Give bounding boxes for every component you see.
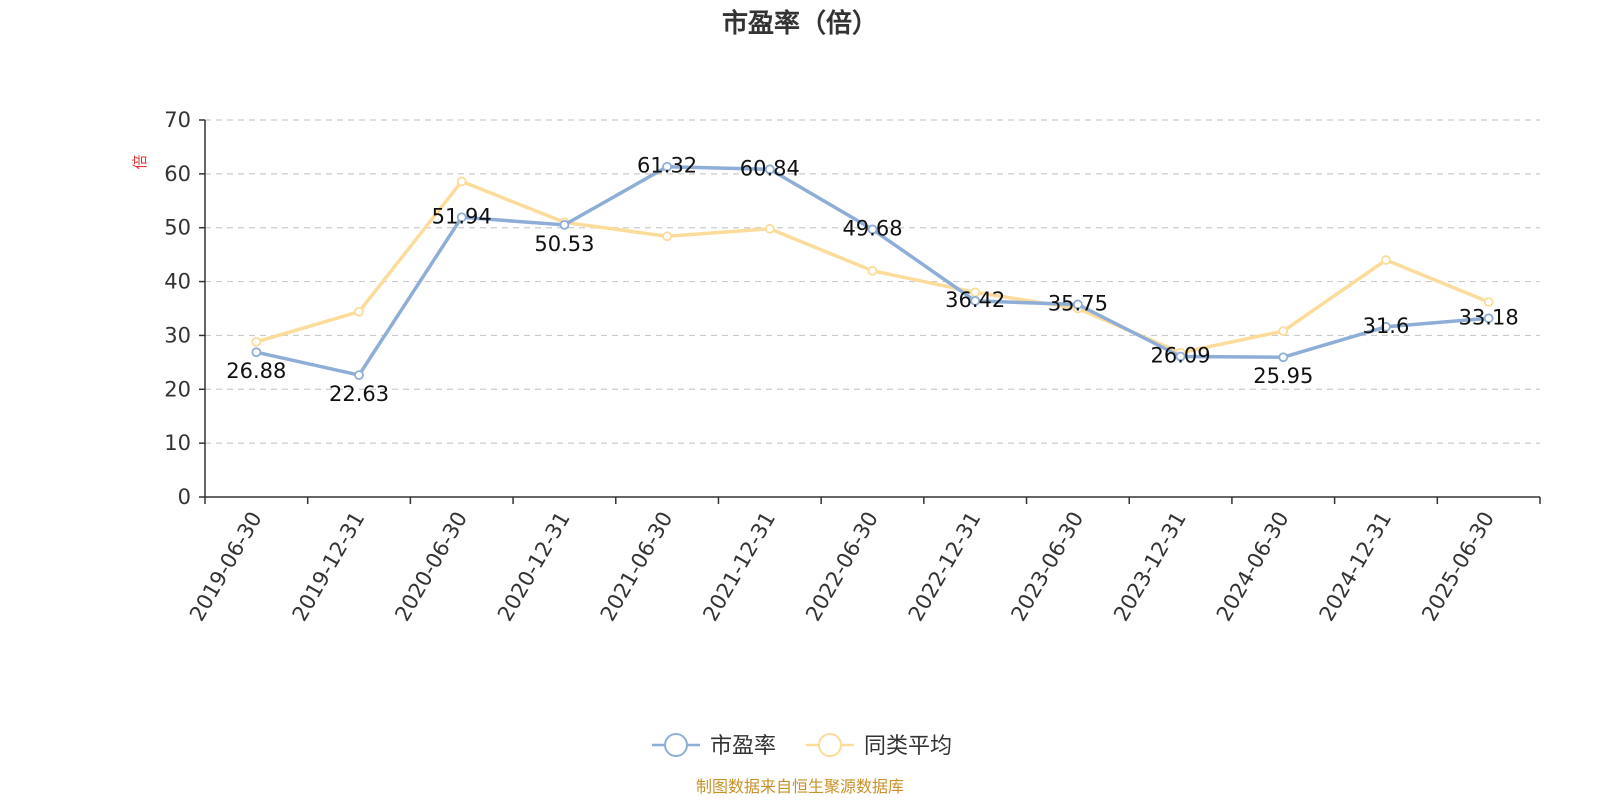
x-tick-label: 2025-06-30 [1417, 508, 1499, 626]
y-tick-label: 70 [164, 108, 191, 132]
data-point-0-7[interactable] [970, 295, 981, 306]
x-tick-label: 2020-12-31 [493, 508, 575, 626]
x-tick-label: 2021-06-30 [596, 508, 678, 626]
data-point-0-6[interactable] [867, 224, 878, 235]
y-tick-label: 0 [178, 485, 191, 509]
legend-item-1[interactable]: 同类平均 [806, 733, 952, 759]
data-label: 60.84 [740, 156, 800, 180]
data-point-0-3[interactable] [559, 219, 570, 230]
data-label: 35.75 [1048, 291, 1108, 315]
x-tick-label: 2022-06-30 [801, 508, 883, 626]
x-tick-label: 2023-06-30 [1006, 508, 1088, 626]
y-tick-label: 10 [164, 431, 191, 455]
y-tick-label: 50 [164, 216, 191, 240]
data-label: 26.09 [1151, 343, 1211, 367]
data-point-0-1[interactable] [354, 370, 364, 381]
legend-label-1: 同类平均 [864, 734, 952, 759]
legend-item-0[interactable]: 市盈率 [652, 733, 776, 759]
data-point-0-0[interactable] [251, 347, 262, 358]
data-labels: 26.88 22.63 51.94 50.53 61.32 60.84 49.68 36.42… [226, 154, 1518, 406]
data-label: 49.68 [842, 216, 902, 240]
y-axis-unit-label: 倍 [131, 154, 149, 169]
x-tick-label: 2021-12-31 [698, 508, 780, 626]
data-label: 50.53 [534, 232, 594, 256]
data-point-0-8[interactable] [1072, 299, 1083, 310]
grid-lines [205, 119, 1540, 444]
data-point-0-11[interactable] [1381, 321, 1391, 332]
data-label: 61.32 [637, 154, 697, 178]
data-point-0-12[interactable] [1483, 313, 1494, 324]
data-label: 36.42 [945, 288, 1005, 312]
data-point-0-2[interactable] [456, 212, 467, 223]
data-label: 31.6 [1363, 314, 1410, 338]
data-point-0-10[interactable] [1278, 352, 1289, 363]
legend-marker-0 [664, 733, 688, 757]
legend-marker-1 [818, 733, 842, 757]
data-label: 51.94 [432, 204, 492, 228]
x-tick-label: 2024-12-31 [1314, 508, 1396, 626]
data-point-1-11[interactable] [1381, 255, 1391, 265]
data-point-1-6[interactable] [867, 265, 878, 276]
data-point-1-1[interactable] [354, 306, 364, 317]
data-label: 22.63 [329, 382, 389, 406]
x-tick-label: 2019-06-30 [185, 508, 267, 626]
x-tick-label: 2023-12-31 [1109, 508, 1191, 626]
data-label: 25.95 [1253, 364, 1313, 388]
y-tick-label: 60 [164, 162, 191, 186]
data-point-1-12[interactable] [1483, 297, 1494, 307]
series-lines [251, 161, 1494, 381]
data-point-0-5[interactable] [764, 164, 775, 175]
data-point-1-4[interactable] [662, 231, 673, 242]
data-source-note: 制图数据来自恒生聚源数据库 [696, 777, 904, 796]
data-point-1-2[interactable] [456, 176, 467, 187]
y-tick-label: 20 [164, 377, 191, 401]
legend-label-0: 市盈率 [710, 734, 776, 759]
x-tick-label: 2019-12-31 [288, 508, 370, 626]
data-label: 26.88 [226, 359, 286, 383]
x-tick-label: 2024-06-30 [1212, 508, 1294, 626]
chart-title: 市盈率（倍） [722, 8, 878, 39]
data-point-1-5[interactable] [764, 223, 775, 234]
data-label: 33.18 [1459, 305, 1519, 329]
data-point-1-10[interactable] [1278, 326, 1289, 337]
x-tick-label: 2020-06-30 [390, 508, 472, 626]
data-point-0-4[interactable] [662, 161, 673, 172]
y-tick-label: 40 [164, 270, 191, 294]
x-tick-label: 2022-12-31 [904, 508, 986, 626]
legend[interactable]: 市盈率 同类平均 [652, 733, 952, 759]
data-point-1-0[interactable] [251, 336, 262, 347]
data-point-0-9[interactable] [1175, 351, 1186, 362]
y-tick-label: 30 [164, 323, 191, 347]
